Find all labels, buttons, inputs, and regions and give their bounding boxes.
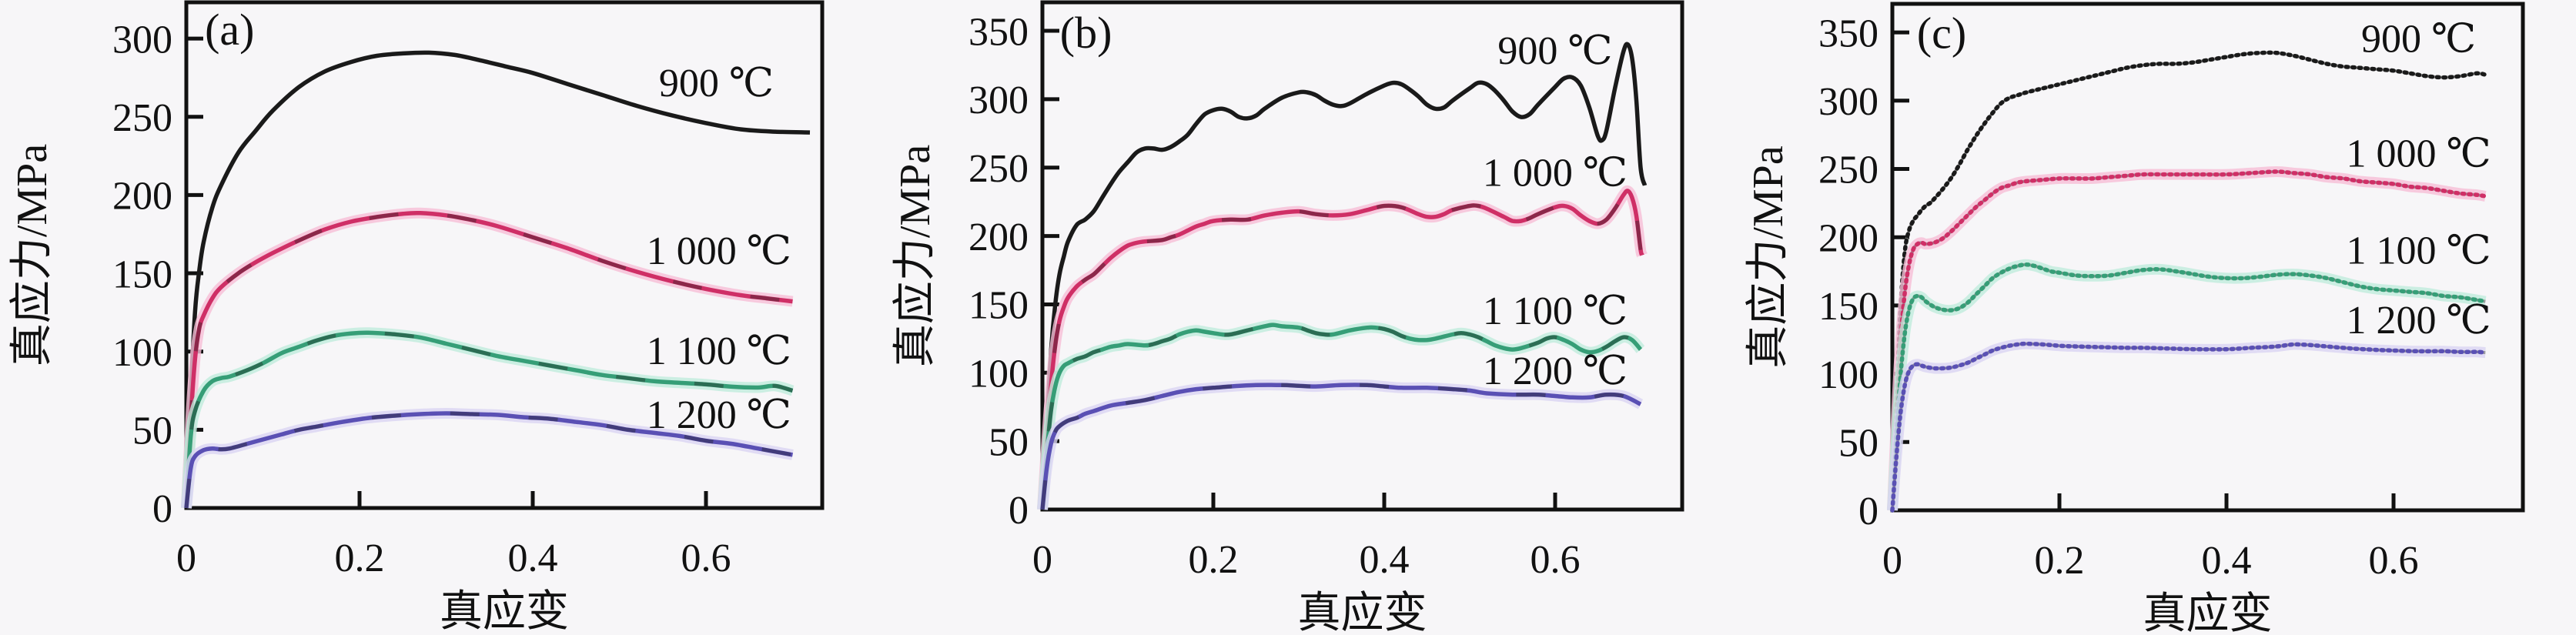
y-tick-label: 350	[1818, 12, 1878, 55]
series-line	[1040, 323, 1643, 510]
plot-box	[1890, 2, 2525, 513]
series-halo	[1887, 338, 2486, 511]
series-label: 900 ℃	[659, 62, 774, 105]
y-tick-label: 100	[1818, 353, 1878, 397]
y-axis-title: 真应力/MPa	[8, 144, 56, 366]
y-tick-label: 300	[112, 18, 172, 62]
series-label: 1 100 ℃	[2346, 229, 2491, 272]
y-tick-label: 200	[112, 175, 172, 219]
y-tick-label: 100	[969, 353, 1029, 396]
series-line	[1040, 189, 1644, 510]
x-tick-label: 0.2	[1189, 538, 1239, 582]
y-tick-label: 50	[1838, 422, 1878, 466]
x-tick-label: 0	[1882, 539, 1902, 583]
series-line	[1890, 50, 2488, 513]
series-line	[184, 411, 794, 509]
series-line	[184, 210, 793, 509]
y-tick-label: 250	[112, 96, 172, 140]
y-tick-label: 0	[1009, 489, 1029, 533]
series-label: 900 ℃	[2361, 17, 2476, 61]
x-axis-title: 真应变	[1298, 590, 1427, 635]
x-tick-label: 0.6	[681, 536, 731, 580]
y-axis-title: 真应力/MPa	[1745, 145, 1792, 368]
series-label: 1 000 ℃	[1483, 151, 1628, 195]
series-label: 1 200 ℃	[1483, 349, 1628, 393]
series-label: 1 100 ℃	[647, 329, 791, 373]
x-tick-label: 0.2	[2035, 539, 2085, 583]
series-line	[1890, 169, 2488, 513]
panel-letter: (a)	[205, 5, 254, 55]
panel-letter: (c)	[1917, 8, 1966, 58]
series-label: 900 ℃	[1497, 29, 1612, 73]
chart-c: 0 0.2 0.4 0.6 0 50 100 150 200 250 300 350 900 ℃ 1 00…	[1745, 2, 2525, 635]
series-line	[1890, 341, 2488, 513]
x-tick-label: 0.4	[2202, 539, 2252, 583]
series-label: 1 000 ℃	[2346, 132, 2491, 175]
y-tick-label: 150	[112, 252, 172, 296]
panel-letter: (b)	[1060, 8, 1112, 58]
x-tick-label: 0.2	[335, 536, 385, 580]
series-label: 1 200 ℃	[2346, 299, 2491, 343]
series-core-line	[1891, 342, 2486, 511]
x-axis-title: 真应变	[2143, 590, 2273, 635]
x-tick-label: 0.4	[1360, 538, 1410, 582]
y-tick-label: 150	[1818, 285, 1878, 329]
series-dark-overlay	[1040, 323, 1642, 510]
plot-box	[1040, 0, 1684, 512]
series-line	[1040, 383, 1642, 510]
series-core-line	[1891, 51, 2486, 511]
x-tick-label: 0	[176, 536, 196, 580]
y-tick-label: 0	[152, 487, 172, 531]
y-tick-label: 300	[969, 79, 1029, 122]
y-tick-label: 50	[989, 420, 1029, 464]
series-line	[1040, 42, 1648, 510]
x-tick-label: 0.4	[508, 536, 558, 580]
series-dark-overlay	[1040, 189, 1644, 510]
y-tick-label: 200	[969, 216, 1029, 259]
series-line	[184, 330, 794, 509]
chart-b: 0 0.2 0.4 0.6 0 50 100 150 200 250 300 350 900 ℃ 1 00…	[892, 0, 1684, 635]
y-tick-label: 250	[969, 147, 1029, 191]
series-dark-overlay	[1040, 383, 1642, 510]
series-dark-overlay	[184, 411, 793, 509]
x-axis-title: 真应变	[440, 588, 569, 635]
x-tick-label: 0.6	[1531, 538, 1581, 582]
y-tick-label: 100	[112, 331, 172, 375]
y-tick-label: 0	[1858, 490, 1878, 533]
series-line	[1890, 262, 2488, 513]
y-tick-label: 350	[969, 10, 1029, 54]
series-label: 1 200 ℃	[647, 393, 791, 437]
series-dark-overlay	[184, 211, 793, 509]
chart-a: 0 0.2 0.4 0.6 0 50 100 150 200 250 300 900 ℃ 1 000 ℃…	[8, 0, 825, 635]
y-tick-label: 200	[1818, 216, 1878, 260]
series-label: 1 100 ℃	[1483, 289, 1628, 333]
series-label: 1 000 ℃	[647, 229, 791, 273]
y-axis-title: 真应力/MPa	[892, 145, 939, 367]
x-tick-label: 0	[1032, 538, 1052, 582]
y-tick-label: 250	[1818, 149, 1878, 192]
y-tick-label: 50	[132, 409, 172, 453]
series-line	[184, 50, 811, 509]
series-dark-overlay	[184, 330, 794, 509]
y-tick-label: 150	[969, 284, 1029, 328]
plot-box	[184, 0, 825, 510]
x-tick-label: 0.6	[2369, 539, 2419, 583]
y-tick-label: 300	[1818, 80, 1878, 124]
